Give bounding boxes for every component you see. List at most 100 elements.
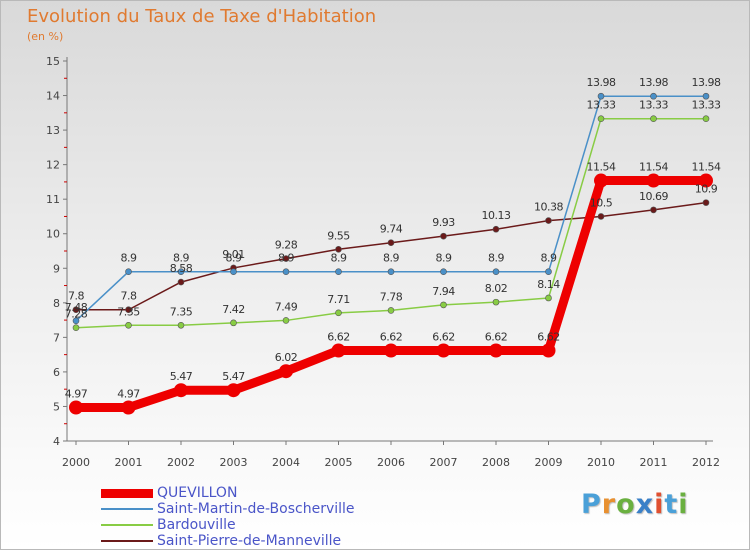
y-tick-label: 4	[53, 435, 60, 448]
data-point-quevillon	[331, 343, 346, 358]
x-tick-label: 2001	[115, 456, 143, 469]
data-label-saint-martin-de-boscherville: 8.9	[331, 252, 347, 265]
logo-letter: o	[616, 489, 636, 520]
data-label-saint-pierre-de-manneville: 9.55	[327, 229, 350, 242]
data-label-saint-martin-de-boscherville: 13.98	[639, 76, 668, 89]
data-label-quevillon: 11.54	[639, 161, 668, 174]
data-label-bardouville: 7.35	[170, 305, 193, 318]
data-point-saint-martin-de-boscherville	[650, 92, 657, 100]
chart-title: Evolution du Taux de Taxe d'Habitation	[27, 6, 377, 27]
axes: 4 5 6 7 8 9 10 11 12 13 14 15 2000 2001 2002 2003 2004 20…	[46, 55, 720, 469]
x-tick-label: 2005	[325, 456, 353, 469]
data-point-saint-pierre-de-manneville	[335, 245, 342, 253]
data-label-bardouville: 13.33	[587, 99, 616, 112]
data-label-quevillon: 6.62	[432, 330, 455, 343]
data-point-saint-martin-de-boscherville	[387, 268, 395, 276]
data-label-quevillon: 4.97	[65, 387, 88, 400]
data-point-quevillon	[541, 343, 556, 358]
data-label-quevillon: 6.62	[485, 330, 508, 343]
data-label-saint-martin-de-boscherville: 13.98	[692, 76, 721, 89]
data-point-saint-pierre-de-manneville	[440, 232, 447, 240]
data-label-bardouville: 7.78	[380, 290, 403, 303]
legend: QUEVILLON Saint-Martin-de-Boscherville Bar…	[101, 485, 355, 549]
legend-label: Saint-Pierre-de-Manneville	[157, 533, 342, 549]
data-point-quevillon	[436, 343, 451, 358]
data-point-saint-pierre-de-manneville	[702, 199, 710, 206]
legend-swatch	[101, 488, 153, 498]
data-label-saint-pierre-de-manneville: 8.58	[170, 262, 193, 275]
data-point-saint-pierre-de-manneville	[387, 239, 395, 247]
data-label-bardouville: 7.49	[275, 300, 298, 313]
data-label-quevillon: 6.62	[327, 330, 350, 343]
x-tick-label: 2011	[640, 456, 668, 469]
data-labels: 4.97 4.97 5.47 5.47 6.02 6.62 6.62 6.62 6.62 6.62…	[65, 76, 722, 400]
data-point-saint-pierre-de-manneville	[545, 217, 552, 224]
x-tick-label: 2008	[482, 456, 510, 469]
data-point-bardouville	[230, 319, 237, 327]
data-label-quevillon: 11.54	[587, 161, 616, 174]
legend-label: QUEVILLON	[157, 485, 238, 501]
proxiti-logo: Proxiti	[581, 489, 689, 520]
data-point-bardouville	[177, 321, 185, 329]
data-point-saint-martin-de-boscherville	[597, 92, 605, 100]
x-tick-label: 2009	[535, 456, 563, 469]
data-point-bardouville	[335, 309, 342, 317]
data-point-saint-martin-de-boscherville	[702, 92, 710, 100]
data-point-saint-martin-de-boscherville	[335, 268, 342, 276]
y-tick-label: 15	[46, 55, 60, 68]
data-label-quevillon: 5.47	[170, 370, 193, 383]
data-label-bardouville: 7.28	[65, 308, 88, 321]
data-point-saint-martin-de-boscherville	[177, 268, 185, 276]
y-tick-label: 6	[53, 366, 60, 379]
data-label-bardouville: 13.33	[639, 99, 668, 112]
y-tick-label: 14	[46, 90, 60, 103]
data-label-saint-martin-de-boscherville: 8.9	[226, 252, 242, 265]
data-label-saint-pierre-de-manneville: 9.93	[432, 216, 455, 229]
data-label-saint-pierre-de-manneville: 10.69	[639, 190, 668, 203]
logo-letter: P	[581, 489, 602, 520]
legend-swatch	[101, 508, 153, 510]
data-point-bardouville	[492, 298, 500, 306]
data-point-bardouville	[125, 321, 132, 329]
x-tick-label: 2007	[430, 456, 458, 469]
x-tick-label: 2000	[62, 456, 90, 469]
legend-label: Bardouville	[157, 517, 236, 533]
data-point-bardouville	[650, 115, 657, 122]
x-tick-label: 2006	[377, 456, 405, 469]
data-label-saint-pierre-de-manneville: 9.28	[275, 239, 298, 252]
logo-letter: i	[678, 489, 689, 520]
data-label-saint-pierre-de-manneville: 7.8	[68, 290, 84, 303]
y-tick-label: 9	[53, 262, 60, 275]
data-label-quevillon: 11.54	[692, 161, 721, 174]
data-label-saint-martin-de-boscherville: 13.98	[587, 76, 616, 89]
legend-swatch	[101, 540, 153, 542]
legend-label: Saint-Martin-de-Boscherville	[157, 501, 355, 517]
data-point-saint-martin-de-boscherville	[545, 268, 552, 276]
data-label-bardouville: 7.35	[117, 305, 140, 318]
data-point-bardouville	[597, 115, 605, 122]
data-point-bardouville	[387, 307, 395, 314]
data-label-bardouville: 7.71	[327, 293, 350, 306]
y-tick-label: 7	[53, 331, 60, 344]
y-tick-label: 13	[46, 124, 60, 137]
data-label-bardouville: 8.02	[485, 282, 508, 295]
logo-letter: r	[601, 489, 617, 520]
data-point-bardouville	[440, 301, 447, 309]
data-point-saint-martin-de-boscherville	[440, 268, 447, 276]
data-point-quevillon	[226, 383, 241, 398]
legend-item: Saint-Pierre-de-Manneville	[101, 533, 355, 549]
x-tick-label: 2003	[220, 456, 248, 469]
data-label-saint-pierre-de-manneville: 10.38	[534, 201, 563, 214]
data-label-quevillon: 6.62	[537, 330, 560, 343]
data-label-saint-martin-de-boscherville: 8.9	[541, 252, 557, 265]
data-label-saint-pierre-de-manneville: 9.74	[380, 223, 403, 236]
data-label-saint-martin-de-boscherville: 8.9	[173, 252, 189, 265]
y-tick-label: 10	[46, 228, 60, 241]
data-point-saint-martin-de-boscherville	[125, 268, 132, 276]
data-label-quevillon: 5.47	[222, 370, 245, 383]
legend-item: Bardouville	[101, 517, 355, 533]
data-label-saint-pierre-de-manneville: 10.5	[590, 196, 613, 209]
data-point-saint-pierre-de-manneville	[492, 225, 500, 233]
data-point-bardouville	[72, 324, 80, 331]
data-label-quevillon: 4.97	[117, 387, 140, 400]
